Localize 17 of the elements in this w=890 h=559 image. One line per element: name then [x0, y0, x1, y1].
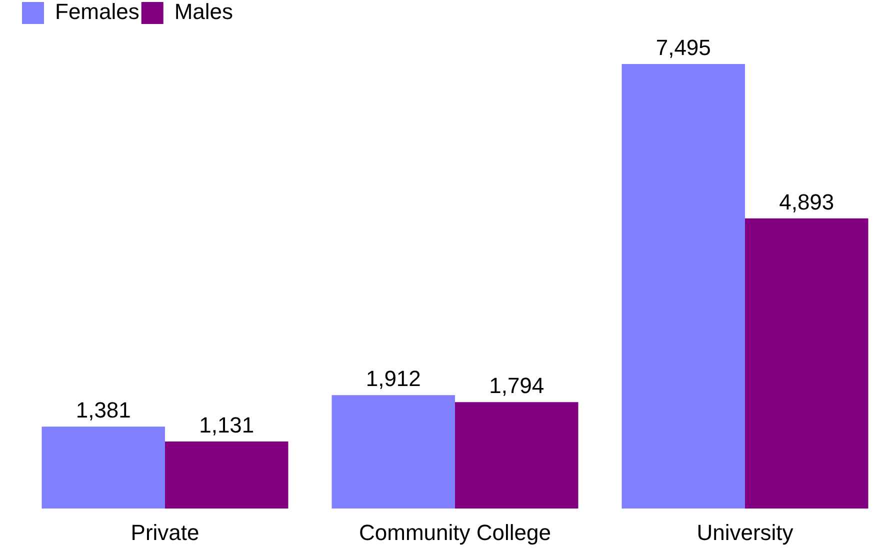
legend-label: Females — [55, 0, 140, 24]
bar — [455, 402, 578, 509]
bar — [165, 442, 288, 509]
legend-label: Males — [174, 0, 234, 24]
data-label: 1,912 — [366, 366, 421, 392]
bar — [622, 64, 745, 509]
data-label: 7,495 — [656, 35, 711, 60]
x-tick-label: University — [696, 520, 794, 545]
bar — [42, 426, 165, 509]
x-tick-label: Community College — [359, 520, 551, 545]
data-label: 1,131 — [199, 412, 254, 438]
bar — [332, 395, 455, 509]
data-label: 1,381 — [76, 398, 131, 423]
x-tick-label: Private — [130, 520, 200, 545]
bar — [745, 218, 868, 509]
data-label: 4,893 — [779, 189, 834, 214]
data-label: 1,794 — [489, 373, 544, 398]
